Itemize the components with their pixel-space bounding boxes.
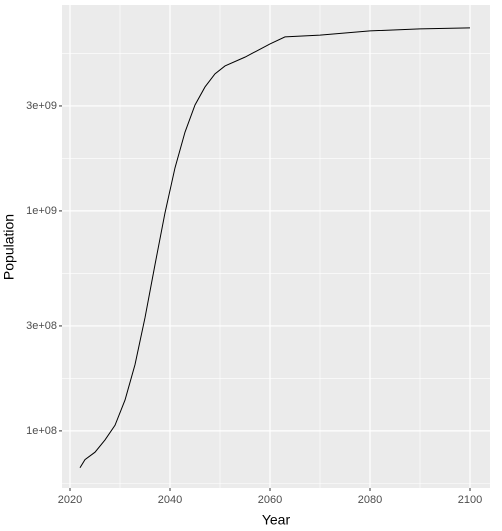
y-tick-label: 1e+08 xyxy=(26,425,57,437)
x-tick-label: 2040 xyxy=(158,494,182,506)
y-tick-label: 3e+09 xyxy=(26,100,57,112)
x-tick-label: 2080 xyxy=(358,494,382,506)
x-axis-title: Year xyxy=(262,512,291,528)
y-tick-label: 1e+09 xyxy=(26,205,57,217)
y-tick-label: 3e+08 xyxy=(26,320,57,332)
x-tick-label: 2020 xyxy=(58,494,82,506)
line xyxy=(79,27,471,468)
x-tick-label: 2100 xyxy=(458,494,482,506)
plot-background xyxy=(62,5,490,488)
y-axis-title: Population xyxy=(1,214,17,280)
x-tick-label: 2060 xyxy=(258,494,282,506)
